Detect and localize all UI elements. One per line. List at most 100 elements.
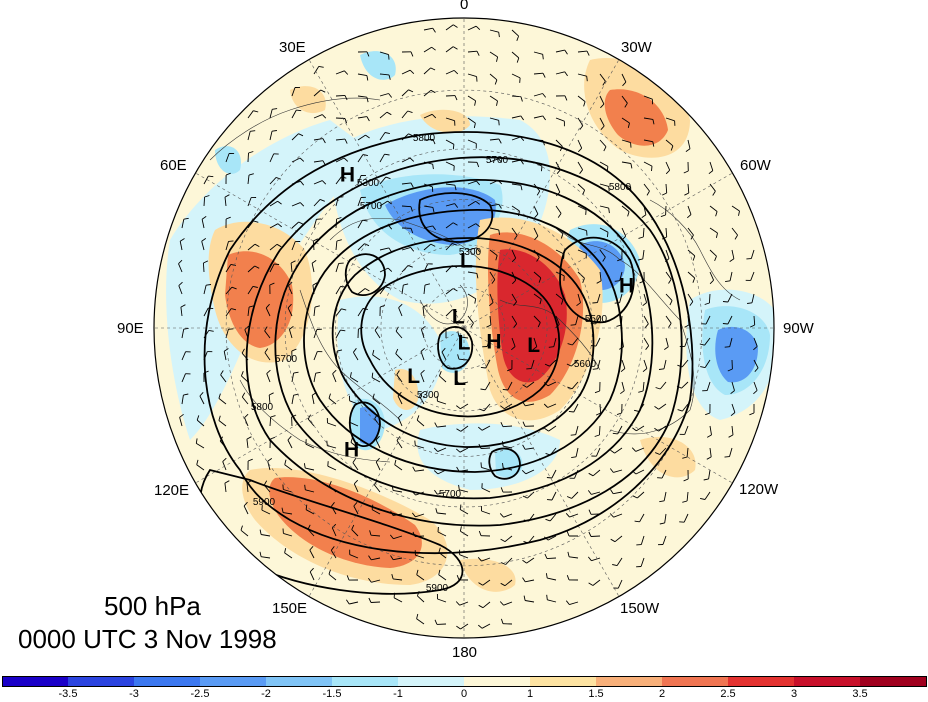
wind-barb-feather	[682, 456, 688, 459]
wind-barb-feather	[201, 216, 207, 220]
wind-barb-feather	[441, 347, 446, 353]
wind-barb	[635, 469, 645, 475]
wind-barb	[681, 381, 689, 389]
wind-barb	[269, 263, 275, 273]
wind-barb	[305, 489, 315, 493]
wind-barb-feather	[511, 279, 517, 285]
wind-barb	[555, 71, 565, 75]
wind-barb	[247, 286, 254, 295]
wind-barb	[393, 597, 403, 603]
wind-barb-feather	[456, 379, 460, 385]
wind-barb	[269, 223, 279, 229]
wind-barb-feather	[391, 573, 394, 580]
wind-barb	[595, 447, 601, 457]
wind-barb-feather	[254, 243, 260, 247]
wind-barb-feather	[556, 169, 561, 174]
colorbar-swatch	[200, 676, 267, 687]
wind-barb-feather	[652, 119, 655, 125]
height-contours	[199, 131, 694, 595]
wind-barb	[311, 263, 315, 273]
colorbar-swatch	[596, 676, 663, 687]
wind-barb-feather	[479, 408, 485, 412]
colorbar-swatch	[530, 676, 597, 687]
wind-barb	[269, 153, 275, 163]
wind-barb-feather	[248, 151, 254, 154]
wind-barb-feather	[566, 496, 572, 499]
wind-barb-feather	[398, 413, 403, 419]
wind-barb	[246, 439, 249, 449]
wind-barb	[379, 247, 389, 251]
wind-barb-feather	[659, 522, 665, 525]
wind-barb-feather	[669, 300, 673, 306]
wind-barb-feather	[240, 371, 244, 377]
contour-labels: 5800 5700 5300 5800 5700 5300 5500 5600 5300 5700…	[251, 133, 632, 594]
wind-barb-feather	[610, 538, 616, 543]
wind-barb	[642, 249, 645, 259]
wind-barb	[415, 469, 425, 472]
wind-barb	[291, 241, 296, 251]
wind-barb-feather	[705, 412, 711, 416]
parallel	[284, 148, 644, 508]
wind-barb-feather	[410, 206, 413, 212]
wind-barb	[397, 395, 403, 405]
high-center-label: H	[486, 331, 501, 354]
wind-barb	[357, 154, 364, 163]
wind-barb-feather	[430, 243, 436, 247]
wind-barb-feather	[534, 213, 539, 219]
wind-barb-feather	[706, 434, 712, 438]
wind-barb-feather	[389, 534, 394, 539]
wind-barb-feather	[494, 79, 498, 85]
wind-barb	[507, 381, 513, 391]
wind-barb	[178, 263, 183, 273]
colorbar-tick-label: -2.5	[190, 688, 210, 700]
colorbar-tick-label: 1.5	[588, 688, 604, 700]
wind-barb-feather	[478, 582, 483, 586]
wind-barb	[591, 557, 601, 562]
wind-barb-feather	[470, 322, 474, 328]
wind-barb-feather	[312, 282, 318, 286]
wind-barb	[704, 337, 711, 346]
valid-time-title: 0000 UTC 3 Nov 1998	[18, 624, 277, 654]
wind-barb-feather	[390, 555, 394, 560]
wind-barb	[305, 509, 315, 515]
wind-barb	[617, 425, 623, 435]
wind-barb-feather	[311, 260, 317, 264]
meridian	[195, 327, 465, 484]
colorbar-swatch	[2, 676, 69, 687]
wind-barb-feather	[366, 97, 369, 103]
wind-barb	[178, 285, 183, 295]
wind-barb-feather	[571, 456, 577, 459]
wind-barb-feather	[729, 258, 735, 262]
wind-barb-feather	[687, 214, 692, 219]
wind-barb-feather	[522, 384, 528, 388]
wind-barb-feather	[410, 247, 415, 252]
wind-barb	[599, 73, 606, 82]
wind-barb	[437, 491, 447, 495]
wind-barb	[423, 27, 433, 31]
wind-barb	[261, 509, 271, 515]
wind-barb-feather	[565, 600, 570, 605]
wind-barb-feather	[567, 386, 573, 390]
wind-barb-feather	[349, 372, 352, 378]
wind-barb	[708, 293, 711, 304]
wind-barb	[441, 351, 447, 361]
wind-barb	[335, 117, 346, 119]
wind-barb-feather	[699, 343, 705, 346]
wind-barb-feather	[434, 489, 438, 495]
colorbar-tick-label: 2	[658, 688, 666, 700]
wind-barb-feather	[685, 148, 691, 152]
wind-barb-feather	[322, 138, 326, 144]
wind-barb	[621, 161, 631, 164]
wind-barb	[264, 352, 271, 361]
wind-barb	[269, 200, 278, 207]
wind-barb	[375, 439, 381, 449]
wind-barb-feather	[608, 208, 610, 214]
wind-barb	[481, 487, 491, 493]
wind-barb-feather	[522, 577, 526, 583]
wind-barb-feather	[432, 225, 436, 231]
wind-barb	[291, 133, 299, 141]
wind-barb	[621, 359, 626, 369]
wind-barb	[571, 491, 579, 499]
wind-barb	[642, 227, 645, 238]
wind-barb-feather	[708, 170, 714, 175]
